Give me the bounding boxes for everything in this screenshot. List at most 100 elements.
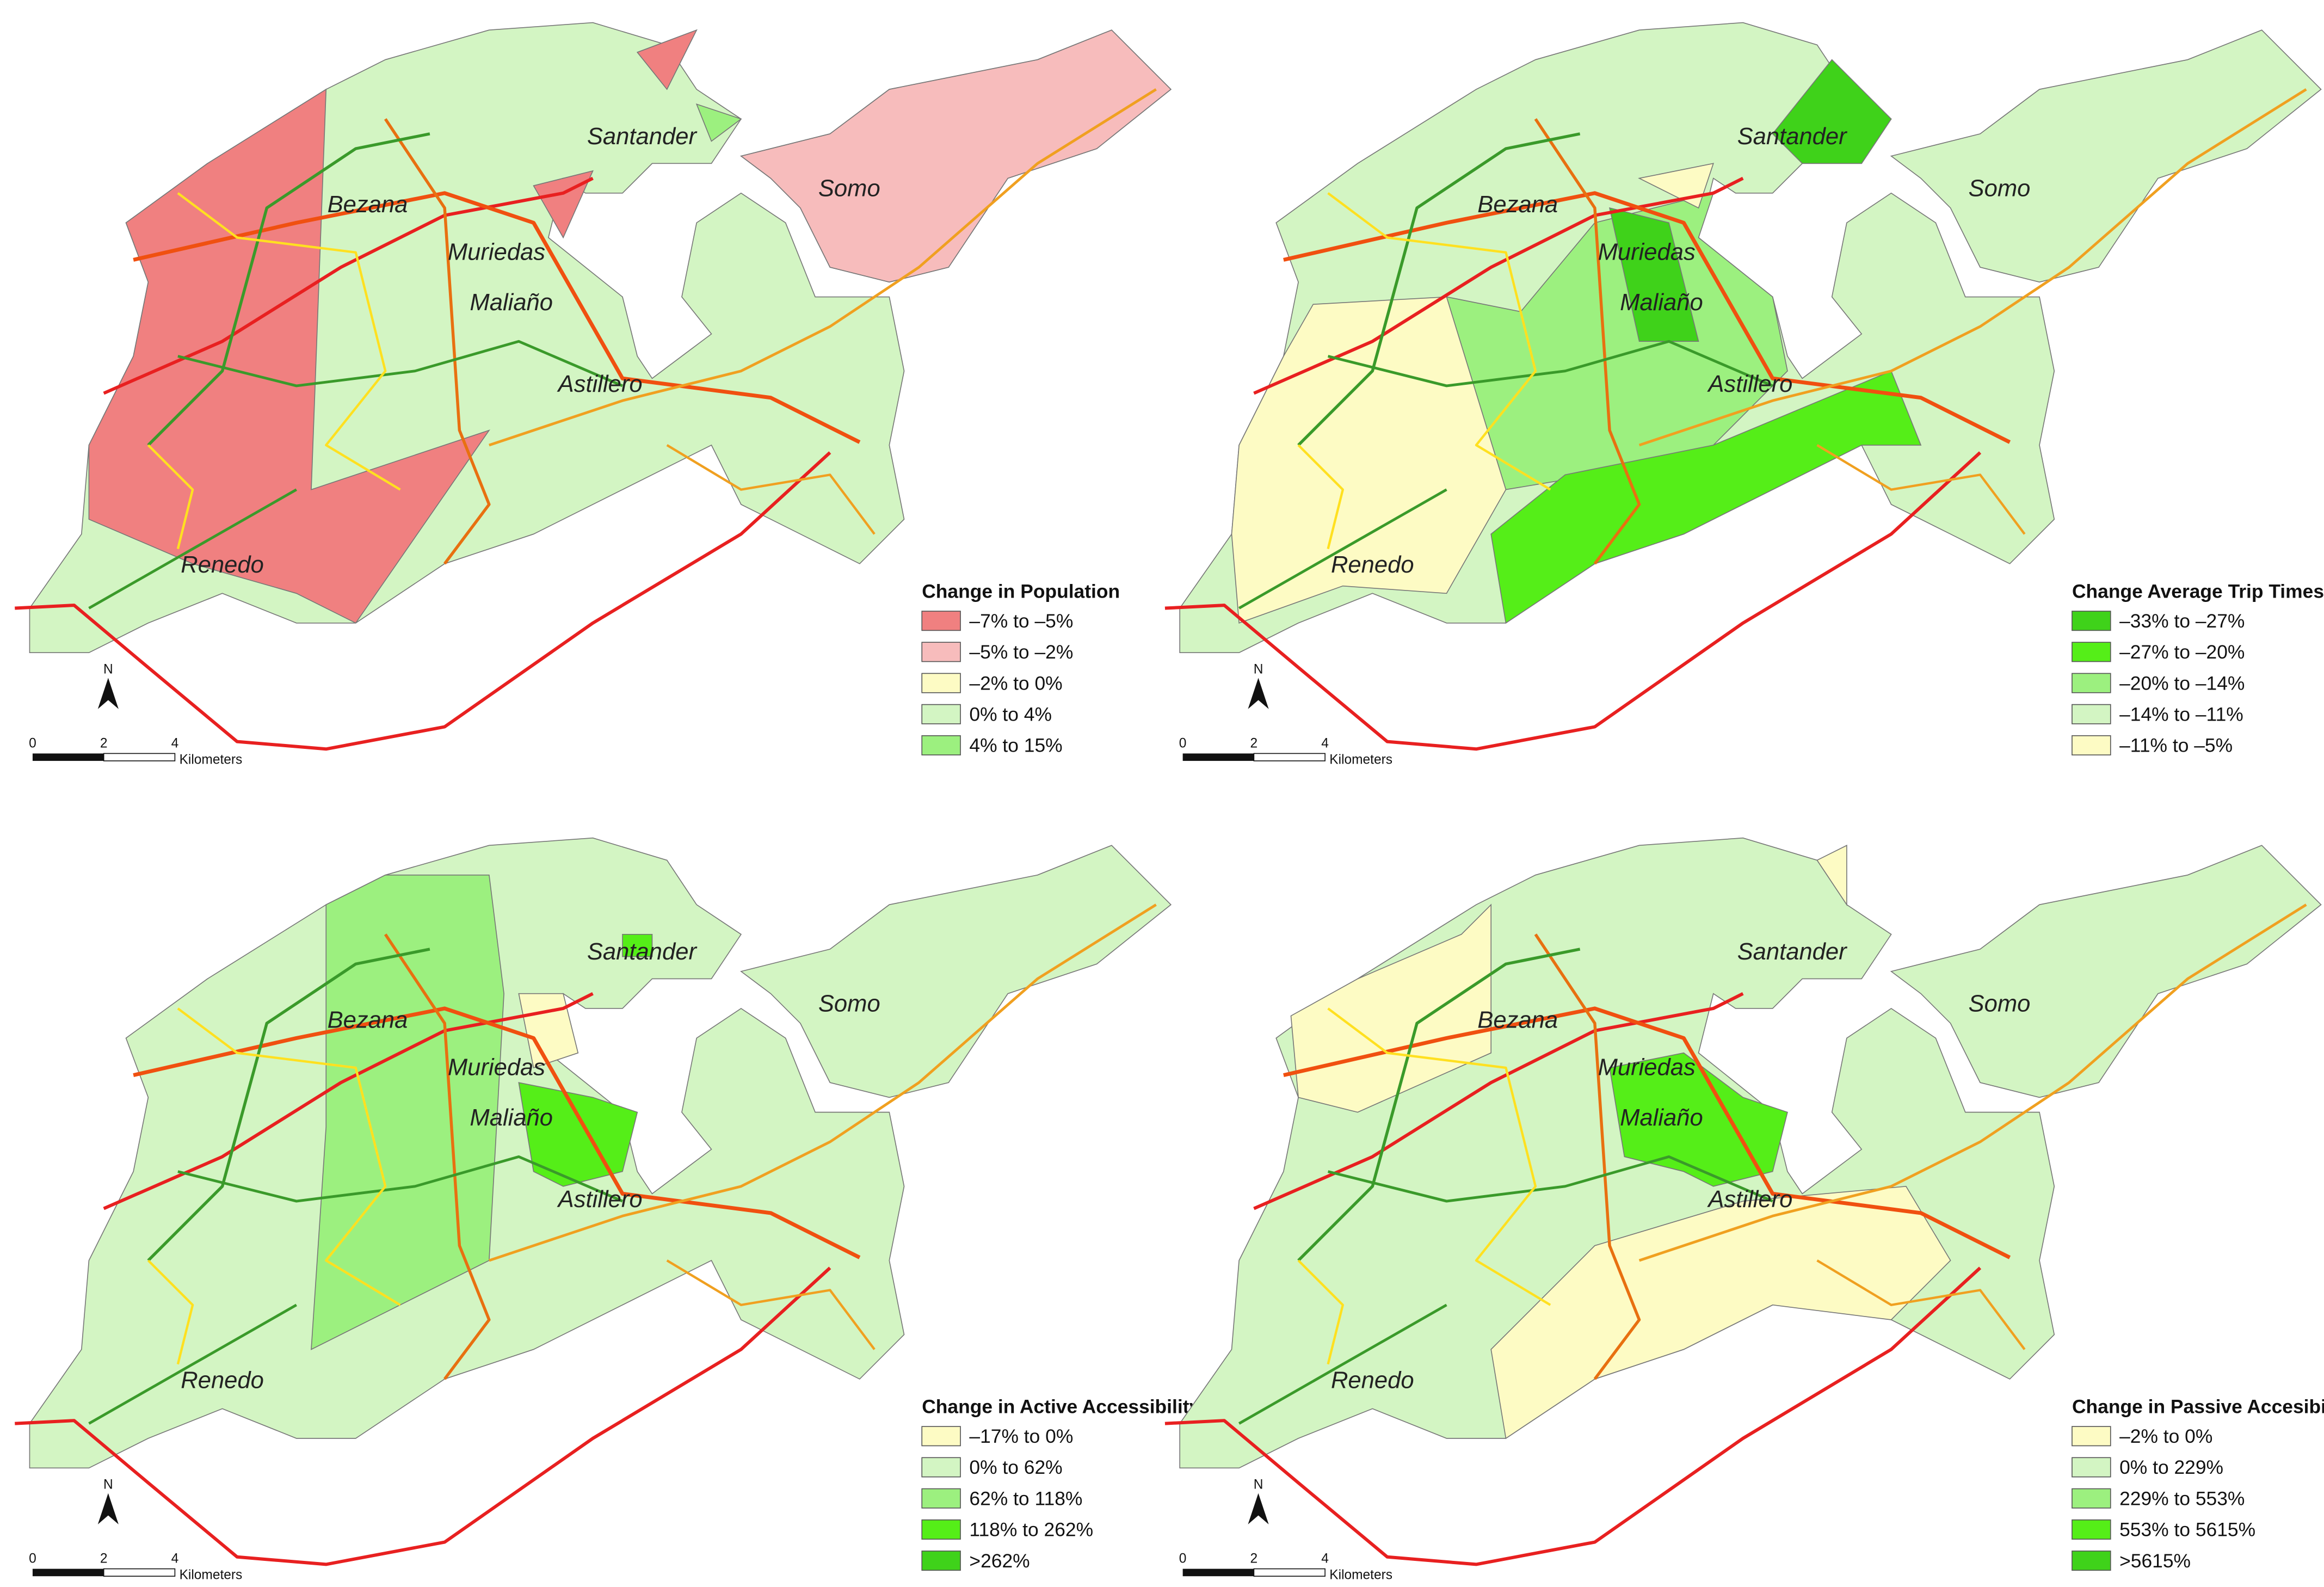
zone bbox=[88, 88, 490, 624]
legend-title: Change in Passive Accesibility bbox=[2072, 1396, 2324, 1418]
scale-tick: 0 bbox=[1179, 1552, 1187, 1566]
place-label: Bezana bbox=[1477, 192, 1558, 218]
scale-tick: 2 bbox=[1250, 1552, 1258, 1566]
place-label: Somo bbox=[818, 175, 880, 201]
legend-label: –11% to –5% bbox=[2119, 735, 2233, 756]
legend-label: –14% to –11% bbox=[2119, 704, 2243, 725]
legend-swatch bbox=[2072, 735, 2111, 755]
scale-tick: 4 bbox=[171, 736, 179, 751]
legend-swatch bbox=[2072, 704, 2111, 724]
scale-tick: 4 bbox=[1321, 736, 1329, 751]
legend-swatch bbox=[2072, 1426, 2111, 1447]
scale-bar bbox=[32, 753, 104, 761]
place-label: Maliaño bbox=[1620, 1105, 1703, 1131]
legend-label: 553% to 5615% bbox=[2119, 1519, 2255, 1541]
legend-swatch bbox=[921, 704, 961, 724]
legend-label: 0% to 4% bbox=[969, 704, 1052, 725]
place-label: Maliaño bbox=[1620, 290, 1703, 316]
place-label: Astillero bbox=[557, 1186, 643, 1213]
scale-tick: 2 bbox=[1250, 736, 1258, 751]
legend-swatch bbox=[2072, 1551, 2111, 1571]
legend-swatch bbox=[921, 1519, 961, 1540]
place-label: Muriedas bbox=[448, 239, 545, 265]
place-label: Santander bbox=[587, 124, 698, 150]
legend-label: 0% to 62% bbox=[969, 1456, 1062, 1478]
zone bbox=[1772, 59, 1892, 164]
legend-label: –5% to –2% bbox=[969, 641, 1073, 663]
north-label: N bbox=[1254, 1477, 1263, 1492]
north-arrow bbox=[1248, 678, 1269, 709]
map-panel: Santander Somo Bezana Muriedas Maliaño Astill… bbox=[1165, 837, 2324, 1583]
scale-tick: 4 bbox=[171, 1552, 179, 1566]
zone bbox=[1609, 1052, 1788, 1187]
legend-label: –2% to 0% bbox=[2119, 1425, 2212, 1447]
place-label: Santander bbox=[587, 939, 698, 965]
zone bbox=[636, 29, 698, 90]
zone bbox=[740, 29, 1172, 283]
legend-label: 118% to 262% bbox=[969, 1519, 1093, 1541]
legend-swatch bbox=[2072, 642, 2111, 662]
scale-tick: 2 bbox=[100, 1552, 108, 1566]
scale-unit: Kilometers bbox=[1329, 1568, 1392, 1583]
place-label: Muriedas bbox=[1598, 1055, 1696, 1081]
legend-label: >5615% bbox=[2119, 1550, 2191, 1572]
north-label: N bbox=[103, 662, 113, 676]
legend-title: Change Average Trip Times bbox=[2072, 580, 2324, 602]
zone bbox=[518, 1082, 638, 1187]
north-arrow bbox=[97, 1493, 119, 1524]
north-label: N bbox=[1254, 662, 1263, 676]
scale-tick: 4 bbox=[1321, 1552, 1329, 1566]
scale-bar bbox=[1182, 753, 1254, 761]
legend-label: 62% to 118% bbox=[969, 1487, 1082, 1509]
legend-label: –7% to –5% bbox=[969, 610, 1073, 632]
legend-title: Change in Population bbox=[922, 580, 1120, 602]
legend-swatch bbox=[2072, 1457, 2111, 1478]
place-label: Somo bbox=[1969, 175, 2031, 201]
scale-tick: 2 bbox=[100, 736, 108, 751]
north-arrow bbox=[97, 678, 119, 709]
legend-swatch bbox=[2072, 611, 2111, 631]
place-label: Bezana bbox=[328, 192, 408, 218]
north-arrow bbox=[1248, 1493, 1269, 1524]
scale-bar bbox=[1253, 753, 1326, 761]
scale-bar bbox=[1182, 1568, 1254, 1577]
zone bbox=[695, 103, 742, 142]
zone bbox=[1609, 207, 1699, 342]
legend-swatch bbox=[921, 1551, 961, 1571]
place-label: Somo bbox=[1969, 991, 2031, 1017]
legend-swatch bbox=[921, 1426, 961, 1447]
legend-label: 0% to 229% bbox=[2119, 1456, 2223, 1478]
place-label: Somo bbox=[818, 991, 880, 1017]
zone bbox=[622, 933, 653, 957]
place-label: Astillero bbox=[1706, 1186, 1792, 1213]
legend-swatch bbox=[2072, 1519, 2111, 1540]
place-label: Bezana bbox=[328, 1007, 408, 1033]
place-label: Renedo bbox=[1331, 552, 1414, 578]
scale-tick: 0 bbox=[1179, 736, 1187, 751]
legend-label: >262% bbox=[969, 1550, 1030, 1572]
scale-bar bbox=[103, 1568, 176, 1577]
zone bbox=[1816, 845, 1847, 906]
scale-tick: 0 bbox=[29, 736, 36, 751]
place-label: Astillero bbox=[557, 371, 643, 397]
scale-bar bbox=[1253, 1568, 1326, 1577]
legend-label: –33% to –27% bbox=[2119, 610, 2245, 632]
legend-swatch bbox=[921, 673, 961, 693]
scale-tick: 0 bbox=[29, 1552, 36, 1566]
legend-swatch bbox=[921, 1457, 961, 1478]
place-label: Bezana bbox=[1477, 1007, 1558, 1033]
legend-swatch bbox=[921, 611, 961, 631]
place-label: Renedo bbox=[1331, 1367, 1414, 1393]
zone bbox=[518, 993, 579, 1068]
legend-swatch bbox=[2072, 1488, 2111, 1509]
place-label: Renedo bbox=[181, 1367, 264, 1393]
place-label: Muriedas bbox=[1598, 239, 1696, 265]
north-label: N bbox=[103, 1477, 113, 1492]
place-label: Muriedas bbox=[448, 1055, 545, 1081]
legend-label: –27% to –20% bbox=[2119, 641, 2245, 663]
legend-label: 4% to 15% bbox=[969, 735, 1062, 756]
zone bbox=[1490, 1185, 1951, 1440]
scale-unit: Kilometers bbox=[1329, 753, 1392, 767]
